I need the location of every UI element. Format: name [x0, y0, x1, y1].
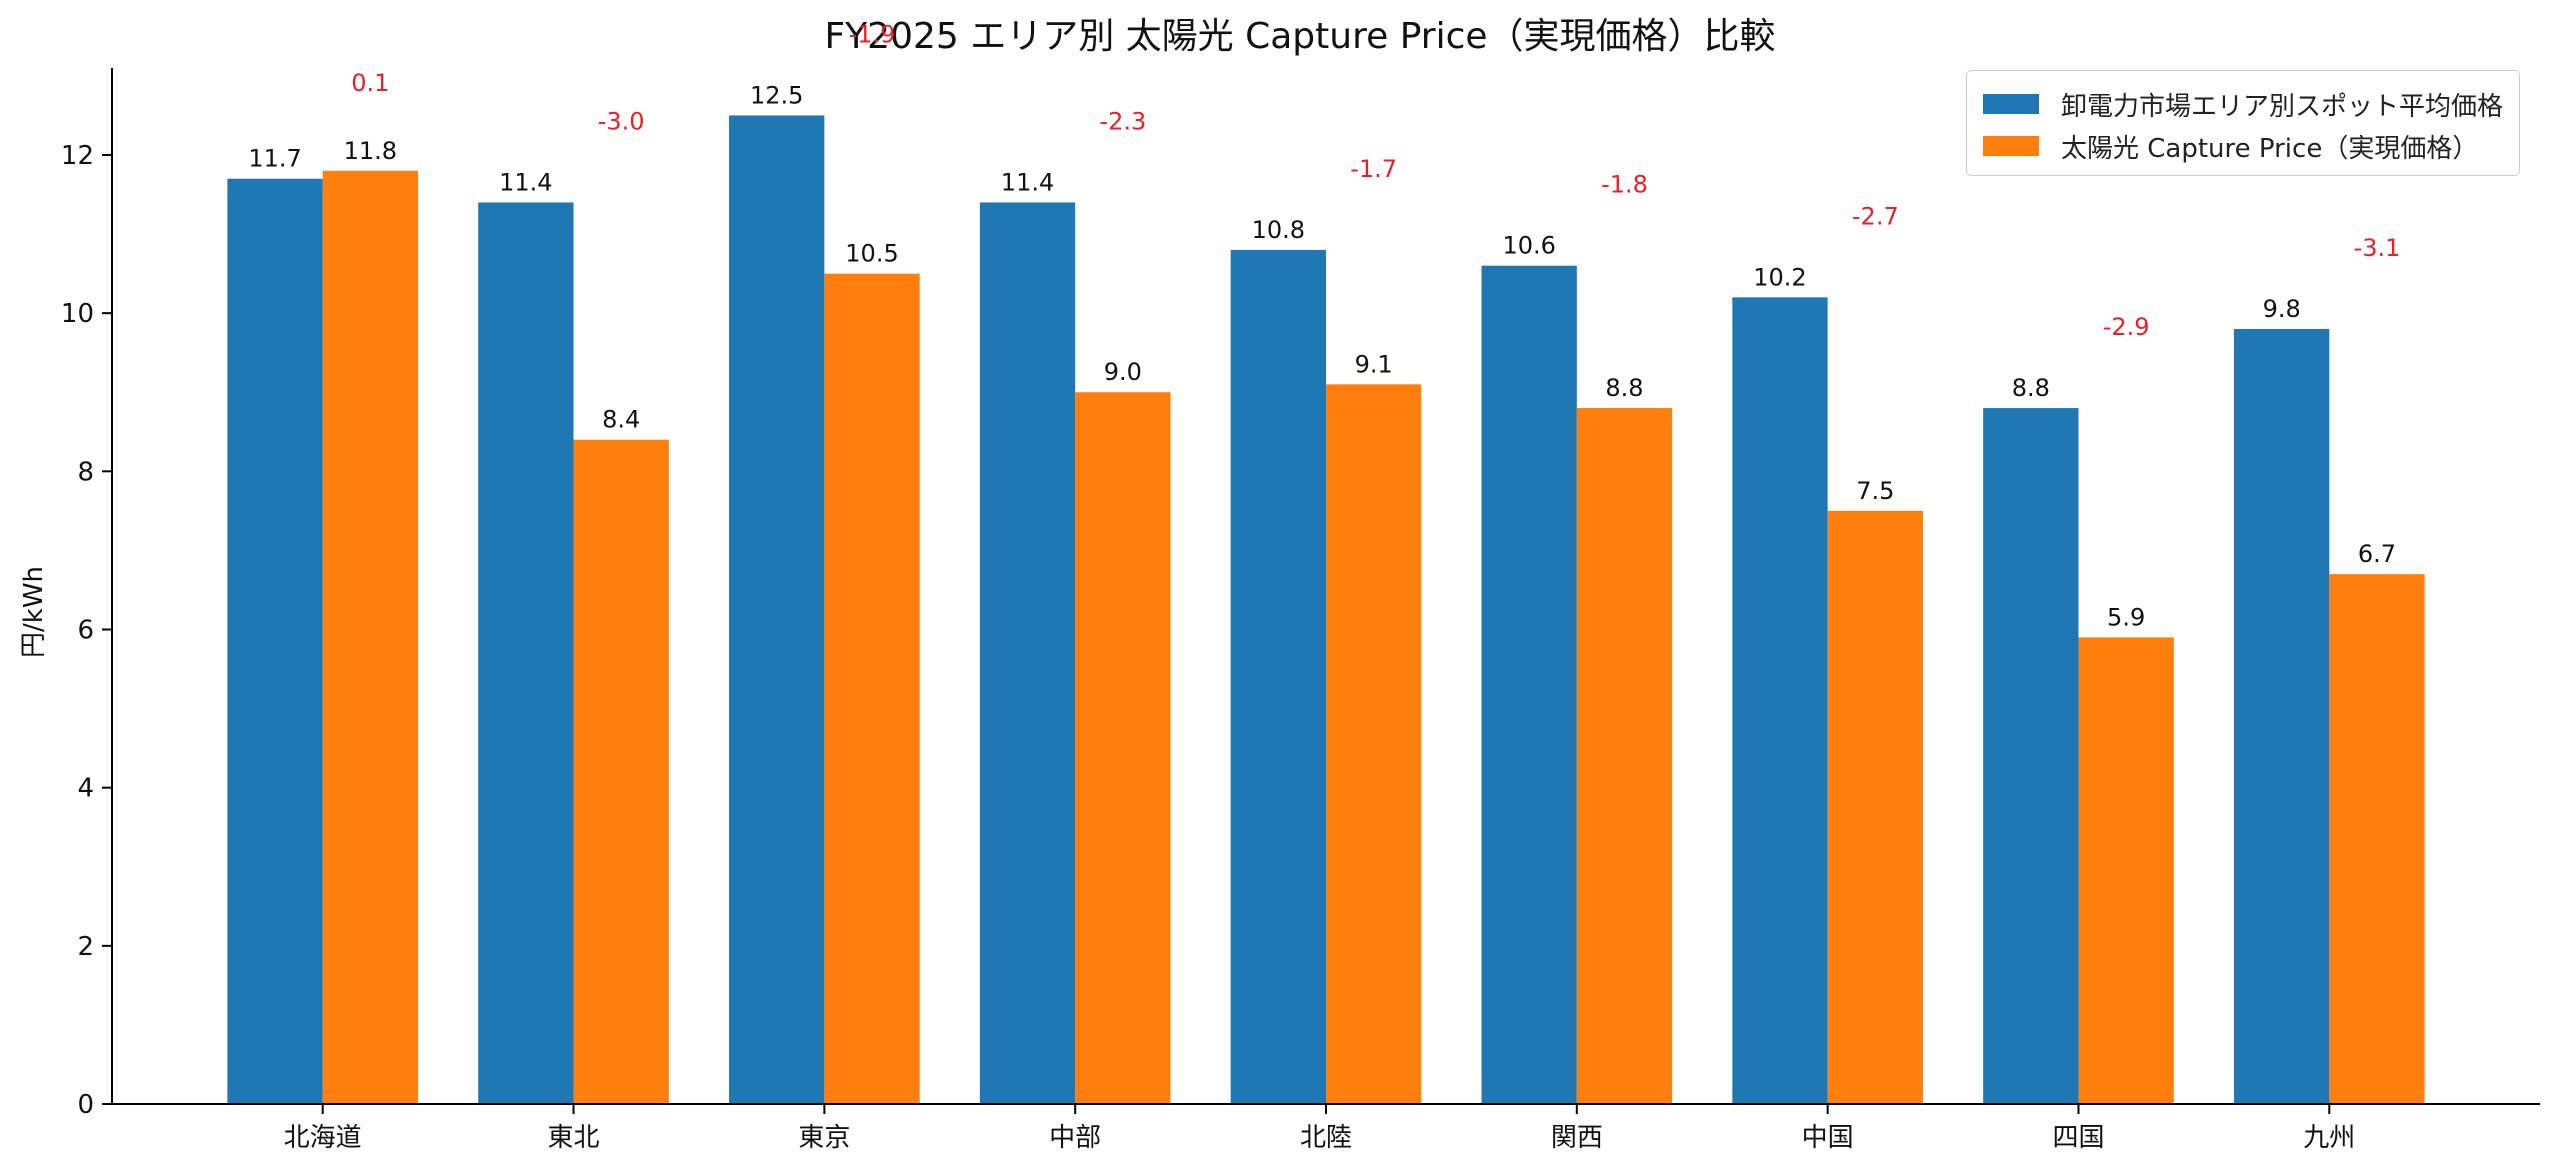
bar-value-label: 10.6 [1502, 232, 1555, 260]
x-tick-label: 中国 [1802, 1123, 1854, 1153]
y-tick-label: 6 [77, 615, 94, 645]
bar-value-label: 12.5 [750, 81, 803, 109]
bar-value-label: 11.4 [499, 168, 552, 196]
legend-label-capture: 太陽光 Capture Price（実現価格） [2060, 133, 2479, 164]
difference-labels: 0.1 -3.0 -1.9 -2.3 -1.7 -1.8 -2.7 -2.9 -3.1 [351, 20, 2400, 341]
bar-capture-price [1827, 510, 1923, 1104]
bar-spot-price [729, 115, 825, 1104]
bar-value-label: 9.8 [2263, 295, 2301, 323]
difference-label: 0.1 [351, 69, 389, 97]
bar-value-labels: 11.7 11.8 11.4 8.4 12.5 10.5 11.4 9.0 10.8 9.1 10.… [248, 81, 2396, 631]
bar-capture-price [1576, 408, 1673, 1105]
bar-value-label: 11.8 [344, 137, 397, 165]
bar-value-label: 10.2 [1753, 263, 1806, 291]
bar-value-label: 6.7 [2358, 540, 2396, 568]
bar-value-label: 9.1 [1355, 350, 1393, 378]
x-tick-label: 関西 [1551, 1123, 1603, 1153]
bar-spot-price [979, 202, 1076, 1104]
difference-label: -1.8 [1601, 171, 1648, 199]
difference-label: -1.7 [1350, 155, 1397, 183]
bars [227, 115, 2425, 1105]
chart-title: FY2025 エリア別 太陽光 Capture Price（実現価格）比較 [824, 16, 1775, 57]
y-tick-label: 10 [61, 299, 94, 329]
bar-spot-price [1481, 265, 1577, 1104]
x-axis: 北海道 東北 東京 中部 北陸 関西 中国 四国 九州 [284, 1104, 2355, 1153]
bar-capture-price [1075, 392, 1171, 1104]
y-tick-label: 4 [77, 774, 94, 804]
bar-capture-price [2078, 637, 2174, 1104]
difference-label: -2.9 [2103, 313, 2150, 341]
bar-spot-price [1230, 249, 1326, 1104]
bar-value-label: 11.4 [1001, 168, 1054, 196]
y-axis-label: 円/kWh [19, 566, 49, 658]
x-tick-label: 四国 [2052, 1123, 2104, 1153]
difference-label: -3.1 [2354, 234, 2401, 262]
bar-capture-price [573, 439, 669, 1104]
legend-item-capture: 太陽光 Capture Price（実現価格） [1982, 125, 2503, 167]
difference-label: -1.9 [849, 20, 896, 48]
bar-spot-price [1732, 297, 1828, 1104]
bar-capture-price [824, 273, 920, 1105]
bar-capture-price [1326, 384, 1422, 1104]
bar-spot-price [227, 178, 323, 1105]
difference-label: -3.0 [598, 107, 645, 135]
legend-label-spot: 卸電力市場エリア別スポット平均価格 [2060, 91, 2503, 122]
bar-value-label: 11.7 [248, 145, 301, 173]
bar-spot-price [1983, 408, 2079, 1105]
bar-spot-price [2233, 328, 2330, 1104]
bar-capture-price [2329, 574, 2425, 1104]
x-tick-label: 東京 [798, 1123, 850, 1153]
bar-value-label: 8.8 [2012, 374, 2050, 402]
difference-label: -2.3 [1099, 107, 1146, 135]
difference-label: -2.7 [1852, 202, 1899, 230]
bar-spot-price [478, 202, 574, 1104]
x-tick-label: 北海道 [284, 1123, 362, 1153]
y-tick-label: 8 [77, 457, 94, 487]
x-tick-label: 東北 [548, 1123, 600, 1153]
legend-swatch-capture [1982, 136, 2039, 156]
bar-value-label: 5.9 [2107, 603, 2145, 631]
y-tick-label: 2 [77, 932, 94, 962]
legend-swatch-spot [1982, 94, 2039, 114]
y-axis: 0 2 4 6 8 10 12 [61, 141, 112, 1120]
x-tick-label: 九州 [2303, 1123, 2355, 1153]
x-tick-label: 中部 [1049, 1123, 1101, 1153]
bar-value-label: 10.8 [1252, 216, 1305, 244]
bar-value-label: 9.0 [1104, 358, 1142, 386]
legend: 卸電力市場エリア別スポット平均価格 太陽光 Capture Price（実現価格… [1965, 70, 2520, 176]
x-tick-label: 北陸 [1300, 1123, 1352, 1153]
y-tick-label: 12 [61, 141, 94, 171]
bar-value-label: 8.8 [1605, 374, 1643, 402]
bar-value-label: 8.4 [602, 406, 640, 434]
bar-capture-price [322, 170, 419, 1105]
legend-item-spot: 卸電力市場エリア別スポット平均価格 [1982, 83, 2503, 125]
bar-value-label: 7.5 [1856, 477, 1894, 505]
bar-value-label: 10.5 [845, 240, 898, 268]
y-tick-label: 0 [77, 1090, 94, 1120]
